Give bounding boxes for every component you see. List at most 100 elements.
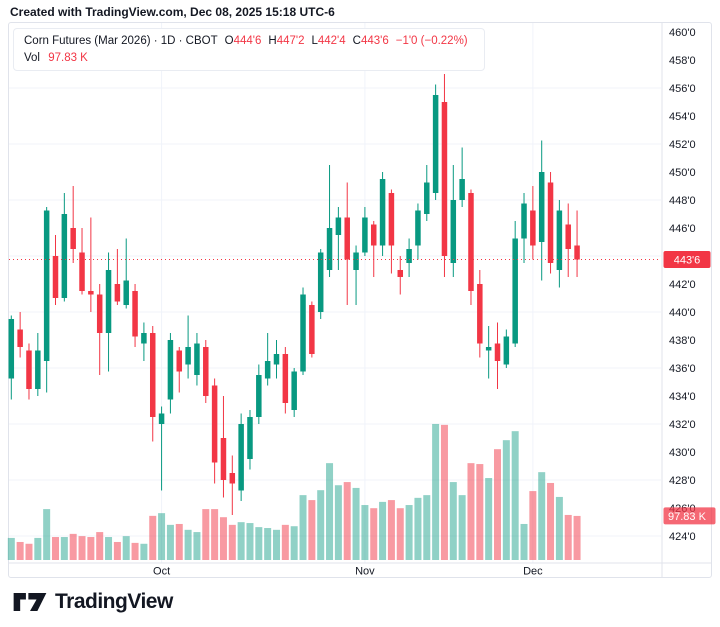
legend-symbol-row: Corn Futures (Mar 2026) · 1D · CBOT O444'…: [24, 34, 474, 49]
symbol-title: Corn Futures (Mar 2026) · 1D · CBOT: [24, 35, 218, 47]
candle-body: [406, 249, 412, 263]
candle-body: [158, 413, 165, 424]
volume-bar: [396, 508, 404, 560]
candle-body: [441, 102, 448, 256]
candle-body: [494, 343, 501, 361]
volume-bar: [485, 478, 493, 560]
candle-body: [300, 294, 306, 372]
candle-body: [397, 270, 404, 277]
price-tick-label: 446'0: [669, 223, 696, 235]
volume-badge: 97.83 K: [663, 507, 716, 525]
open-value: 444'6: [233, 35, 262, 47]
month-tick-label: Oct: [153, 566, 170, 578]
candle-body: [291, 371, 297, 410]
volume-bar: [538, 472, 546, 560]
volume-bar: [202, 509, 210, 560]
candle-body: [61, 214, 68, 298]
svg-text:443'6: 443'6: [674, 255, 701, 267]
candle-body: [362, 217, 368, 253]
time-scale[interactable]: Oct Nov Dec: [153, 566, 543, 578]
candle-body: [556, 210, 563, 270]
open-label: O: [224, 35, 234, 47]
volume-bar: [149, 515, 157, 560]
candle-body: [176, 350, 183, 372]
candle-body: [203, 347, 209, 396]
svg-text:97.83 K: 97.83 K: [668, 511, 707, 523]
volume-bar: [246, 523, 254, 560]
candle-body: [370, 224, 377, 246]
candle-body: [220, 438, 227, 480]
volume-bar: [317, 490, 325, 560]
close-label: C: [352, 35, 361, 47]
candle-body: [194, 343, 200, 375]
volume-bar: [43, 509, 51, 560]
candle-body: [538, 172, 545, 242]
candle-body: [388, 193, 395, 246]
volume-bar: [555, 496, 563, 560]
candle-body: [565, 224, 571, 249]
price-tick-label: 452'0: [669, 139, 696, 151]
volume-bar: [502, 440, 510, 560]
candle-body: [247, 417, 253, 459]
candle-body: [43, 210, 50, 361]
candle-body: [450, 200, 457, 263]
volume-bar: [290, 526, 298, 560]
volume-bar: [193, 532, 201, 560]
candle-body: [485, 347, 492, 351]
volume-bar: [573, 515, 581, 560]
candle-body: [17, 329, 23, 347]
month-tick-label: Dec: [523, 566, 543, 578]
volume-bar: [69, 533, 77, 560]
candle-body: [503, 336, 510, 365]
candle-body: [132, 291, 138, 337]
volume-bar: [458, 495, 466, 560]
candle-body: [88, 291, 94, 295]
volume-bar: [343, 482, 351, 560]
volume-bar: [308, 500, 316, 560]
price-tick-label: 440'0: [669, 307, 696, 319]
volume-bar: [255, 527, 263, 560]
candle-body: [70, 228, 76, 249]
volume-bar: [7, 537, 15, 560]
month-tick-label: Nov: [355, 566, 375, 578]
volume-bar: [511, 431, 519, 560]
volume-bar: [175, 523, 183, 560]
volume-bar: [228, 524, 236, 560]
high-value: 447'2: [276, 35, 305, 47]
candle-body: [167, 340, 174, 400]
volume-bar: [140, 543, 148, 560]
volume-bar: [131, 542, 139, 560]
candle-body: [415, 210, 421, 246]
candle-body: [309, 305, 315, 354]
candle-body: [105, 270, 112, 333]
candle-body: [326, 228, 333, 270]
volume-bar: [96, 532, 104, 560]
candle-body: [238, 424, 244, 491]
volume-bar: [122, 536, 130, 560]
candle-body: [424, 182, 430, 214]
price-tick-label: 442'0: [669, 279, 696, 291]
candle-body: [432, 95, 439, 193]
volume-bar: [352, 487, 360, 560]
price-tick-label: 428'0: [669, 475, 696, 487]
price-tick-label: 424'0: [669, 531, 696, 543]
volume-bar: [78, 536, 86, 560]
price-scale[interactable]: 460'0 458'0 456'0 454'0 452'0 450'0 448'0 446'0…: [669, 27, 696, 543]
volume-bar: [476, 464, 484, 560]
volume-bar: [299, 495, 307, 560]
candle-body: [521, 203, 527, 239]
volume-bar: [370, 508, 378, 560]
volume-bar: [113, 541, 121, 560]
volume-bar: [105, 537, 113, 560]
change-value: −1'0 (−0.22%): [395, 35, 468, 47]
volume-bar: [16, 541, 24, 560]
candle-body: [459, 179, 465, 200]
high-label: H: [268, 35, 277, 47]
low-value: 442'4: [317, 35, 346, 47]
volume-bar: [432, 423, 440, 560]
price-tick-label: 456'0: [669, 83, 696, 95]
candle-body: [256, 375, 262, 417]
candle-body: [229, 473, 236, 484]
volume-bar: [25, 543, 33, 560]
